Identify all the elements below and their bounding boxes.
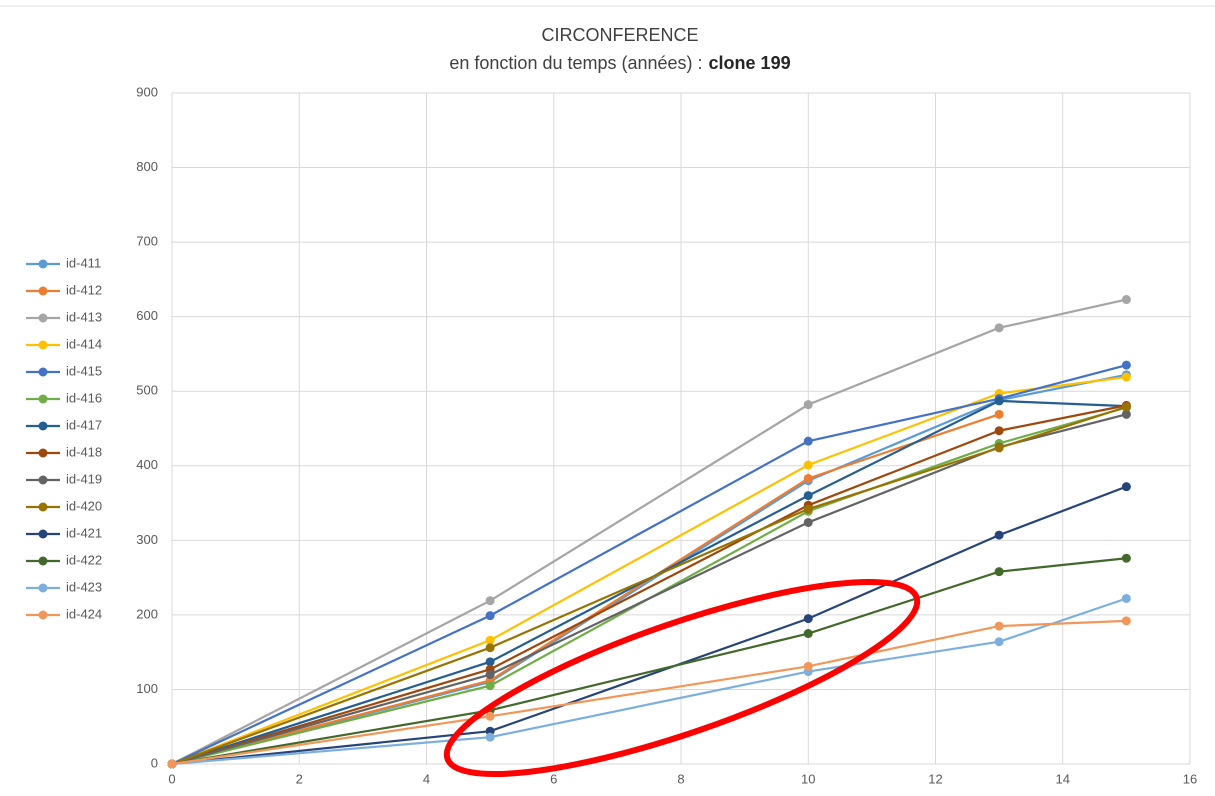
series-line — [171, 619, 1127, 766]
data-point — [1121, 360, 1131, 370]
x-tick-label: 6 — [550, 771, 557, 786]
data-point — [485, 596, 495, 606]
data-point — [485, 635, 495, 645]
data-point — [803, 661, 813, 671]
legend-label: id-424 — [66, 606, 102, 621]
y-tick-label: 200 — [136, 606, 158, 621]
legend-swatch-dot — [38, 448, 48, 458]
x-tick-label: 16 — [1183, 771, 1197, 786]
chart-subtitle-bold: clone 199 — [709, 53, 791, 73]
series-line — [171, 298, 1127, 765]
data-point — [485, 643, 495, 653]
y-tick-label: 0 — [151, 755, 158, 770]
legend-swatch-dot — [38, 394, 48, 404]
series-line — [171, 404, 1127, 766]
x-tick-label: 2 — [296, 771, 303, 786]
data-point — [803, 517, 813, 527]
data-point — [803, 504, 813, 514]
x-tick-label: 12 — [928, 771, 942, 786]
legend-label: id-415 — [66, 363, 102, 378]
data-point — [994, 443, 1004, 453]
legend-swatch-dot — [38, 583, 48, 593]
x-tick-label: 8 — [677, 771, 684, 786]
data-point — [994, 409, 1004, 419]
legend-label: id-423 — [66, 579, 102, 594]
legend-swatch-dot — [38, 556, 48, 566]
x-tick-label: 4 — [423, 771, 430, 786]
legend-swatch-dot — [38, 421, 48, 431]
chart-title: CIRCONFERENCE — [541, 25, 698, 45]
legend-label: id-414 — [66, 336, 102, 351]
data-point — [485, 732, 495, 742]
data-point — [1121, 402, 1131, 412]
data-point — [803, 436, 813, 446]
x-tick-label: 0 — [168, 771, 175, 786]
data-point — [803, 491, 813, 501]
legend-swatch-dot — [38, 313, 48, 323]
legend-label: id-413 — [66, 309, 102, 324]
legend-label: id-419 — [66, 471, 102, 486]
data-point — [1121, 553, 1131, 563]
legend-label: id-412 — [66, 282, 102, 297]
series-line — [171, 375, 1127, 766]
x-tick-label: 10 — [801, 771, 815, 786]
data-point — [803, 629, 813, 639]
legend-label: id-417 — [66, 417, 102, 432]
data-point — [1121, 593, 1131, 603]
series-line — [171, 405, 1127, 766]
y-tick-label: 500 — [136, 383, 158, 398]
data-point — [485, 670, 495, 680]
data-point — [1121, 372, 1131, 382]
data-point — [994, 530, 1004, 540]
data-point — [1121, 295, 1131, 305]
legend-label: id-418 — [66, 444, 102, 459]
data-point — [1121, 616, 1131, 626]
data-point — [485, 611, 495, 621]
highlight-ellipse — [443, 578, 921, 778]
data-point — [994, 621, 1004, 631]
legend-swatch-dot — [38, 529, 48, 539]
data-point — [803, 460, 813, 470]
y-tick-label: 100 — [136, 681, 158, 696]
y-tick-label: 600 — [136, 308, 158, 323]
legend-label: id-416 — [66, 390, 102, 405]
legend-swatch-dot — [38, 286, 48, 296]
legend: id-411 id-412 id-413 id-414 id-415 id-416 id-4… — [26, 255, 102, 621]
data-point — [994, 567, 1004, 577]
data-point — [485, 681, 495, 691]
legend-swatch-dot — [38, 610, 48, 620]
data-point — [994, 323, 1004, 333]
legend-label: id-411 — [66, 255, 101, 270]
data-point — [994, 426, 1004, 436]
data-point — [485, 711, 495, 721]
data-point — [994, 637, 1004, 647]
data-point — [803, 614, 813, 624]
legend-swatch-dot — [38, 340, 48, 350]
data-point — [803, 400, 813, 410]
x-tick-label: 14 — [1056, 771, 1070, 786]
y-tick-label: 900 — [136, 84, 158, 99]
y-tick-label: 400 — [136, 457, 158, 472]
series-line — [171, 373, 1127, 766]
legend-swatch-dot — [38, 259, 48, 269]
data-point — [1121, 409, 1131, 419]
legend-swatch-dot — [38, 475, 48, 485]
data-point — [167, 759, 177, 769]
lines — [167, 295, 1131, 769]
y-tick-label: 800 — [136, 159, 158, 174]
series-line — [171, 557, 1127, 766]
data-point — [994, 396, 1004, 406]
y-tick-label: 300 — [136, 532, 158, 547]
legend-label: id-422 — [66, 552, 102, 567]
legend-swatch-dot — [38, 502, 48, 512]
data-point — [485, 657, 495, 667]
legend-label: id-421 — [66, 525, 102, 540]
legend-label: id-420 — [66, 498, 102, 513]
legend-swatch-dot — [38, 367, 48, 377]
data-point — [803, 473, 813, 483]
data-point — [1121, 482, 1131, 492]
chart-subtitle: en fonction du temps (années) : — [449, 53, 702, 73]
y-tick-label: 700 — [136, 234, 158, 249]
